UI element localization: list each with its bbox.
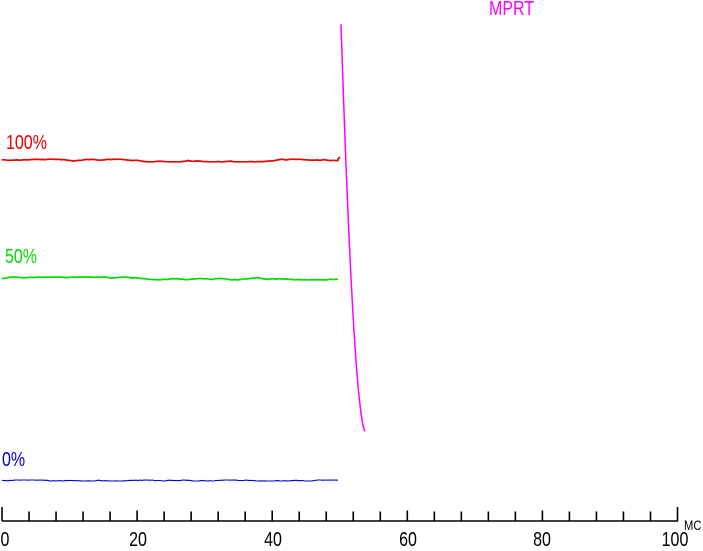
x-axis-tick-label: 40 [264, 529, 282, 551]
x-axis-tick-label: 60 [399, 529, 417, 551]
x-axis-unit-label: MC [684, 517, 702, 533]
x-axis-tick-label: 100 [661, 529, 689, 551]
series-label-50pct: 50% [5, 246, 38, 268]
x-axis-tick-label: 0 [0, 529, 10, 551]
x-axis-tick-label: 80 [533, 529, 551, 551]
series-label-100pct: 100% [6, 132, 47, 154]
trace-100pct [1, 156, 341, 163]
trace-0pct [1, 479, 339, 482]
trace-50pct [1, 276, 339, 281]
series-label-0pct: 0% [2, 449, 26, 471]
chart-title: MPRT [489, 0, 535, 20]
x-axis-tick-label: 20 [129, 529, 147, 551]
trace-mprt [340, 24, 366, 432]
